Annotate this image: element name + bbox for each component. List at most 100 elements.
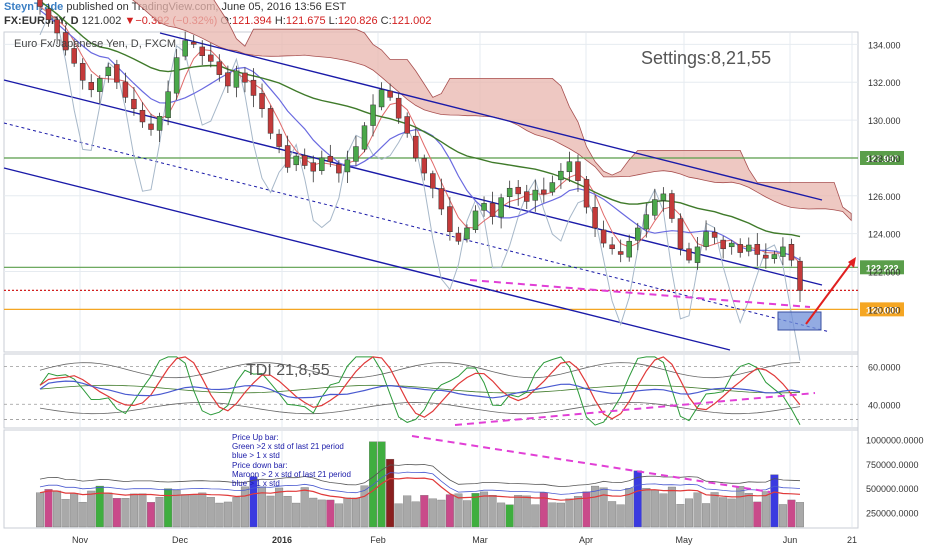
price-flag-label-2: 120.000 [866,305,899,315]
volume-bar-41 [386,458,395,528]
volume-bar-56 [514,495,523,528]
high-value: 121.675 [285,15,326,27]
volume-trendline [411,435,771,493]
price-tick-label-1: 122.000 [868,268,901,278]
candle-body-52 [481,203,487,211]
volume-bar-48 [445,494,454,528]
volume-bar-89 [796,502,804,528]
candle-body-11 [131,98,137,109]
candle-body-17 [182,40,188,57]
volume-bar-75 [676,504,685,528]
volume-bar-3 [61,499,70,528]
candle-body-50 [464,227,470,240]
candle-body-22 [225,72,231,87]
volume-bar-51 [471,493,480,528]
candle-body-1 [45,8,52,20]
ichimoku-cloud [131,0,852,222]
candle-body-38 [361,125,368,150]
candle-body-13 [148,123,154,130]
volume-tick-label-0: 250000.0000 [866,508,919,518]
candle-body-9 [114,64,120,83]
candle-body-14 [156,116,163,131]
time-tick-label-5: Apr [579,535,593,545]
volume-bar-54 [497,502,506,528]
candle-body-46 [430,173,436,189]
open-value: 121.394 [232,15,272,27]
volume-bar-2 [53,490,62,528]
candle-body-23 [233,70,240,88]
volume-bar-11 [129,493,138,528]
candle-body-44 [412,135,419,159]
volume-bars: 250000.0000 500000.0000 750000.0000 1000000… [36,436,924,528]
low-label: L: [328,15,338,27]
volume-bar-57 [522,495,531,528]
tdi-tick-label-0: 40.0000 [868,400,901,410]
price-flags: 127.997 122.222 120.000 [860,150,904,317]
time-tick-label-7: Jun [783,535,798,545]
candle-body-72 [652,199,658,216]
channel-upper-line [159,32,823,201]
candle-body-10 [122,81,129,98]
tdi-tick-label-1: 60.0000 [868,362,901,372]
time-tick-label-4: Mar [472,535,488,545]
price-flag-bg-1 [860,260,904,275]
volume-bar-33 [317,499,326,528]
volume-bar-28 [275,487,284,528]
candle-body-18 [190,41,197,45]
candle-body-41 [387,90,393,98]
candle-body-25 [250,79,257,96]
candle-body-78 [703,231,709,247]
main-pane[interactable] [3,31,859,353]
tdi-signal-line [39,356,801,420]
candle-body-59 [541,189,547,195]
candle-body-29 [284,145,291,168]
volume-bar-65 [591,485,600,528]
candle-body-53 [489,202,496,217]
candle-body-67 [609,244,615,250]
volume-bar-34 [326,499,335,528]
price-tick-label-0: 120.000 [868,305,901,315]
volume-bar-27 [266,495,275,528]
change-arrow-icon: ▼ [124,15,136,27]
tdi-support-trendline [454,392,816,426]
candle-body-80 [720,239,726,250]
volume-note-1: Price Up bar: [232,433,279,442]
candle-body-68 [617,251,624,255]
volume-bar-16 [172,490,181,528]
volume-bar-88 [787,499,796,528]
candle-body-42 [395,97,402,119]
candle-body-65 [592,207,598,229]
time-tick-label-6: May [675,535,693,545]
candle-body-63 [575,161,581,181]
candle-body-56 [515,186,521,195]
volume-bar-35 [334,503,343,528]
volume-bar-67 [608,501,617,528]
candle-body-12 [139,109,146,123]
volume-bar-21 [215,502,224,528]
volume-bar-19 [198,492,207,528]
candle-body-2 [54,19,60,34]
candle-body-82 [737,244,743,253]
candle-body-64 [583,179,590,208]
volume-bar-8 [104,492,113,528]
candle-body-87 [780,246,786,257]
tdi-base-line [39,380,801,399]
candle-body-33 [319,157,325,171]
volume-note-3: blue > 1 x std [232,451,280,460]
volume-bar-45 [420,495,429,528]
candle-body-54 [498,197,504,218]
channel-lower-line [3,167,731,351]
candle-body-35 [336,164,342,174]
volume-bar-63 [573,496,582,528]
candle-body-45 [421,158,428,174]
candle-body-24 [242,72,248,83]
candle-body-69 [626,240,632,258]
horizontal-levels [4,157,858,310]
candle-body-5 [79,63,86,81]
volume-bar-81 [727,498,736,528]
volume-bar-36 [343,497,352,528]
tdi-mid-band [39,384,801,394]
projection-arrow [805,261,853,325]
price-tick-label-6: 132.000 [868,78,901,88]
